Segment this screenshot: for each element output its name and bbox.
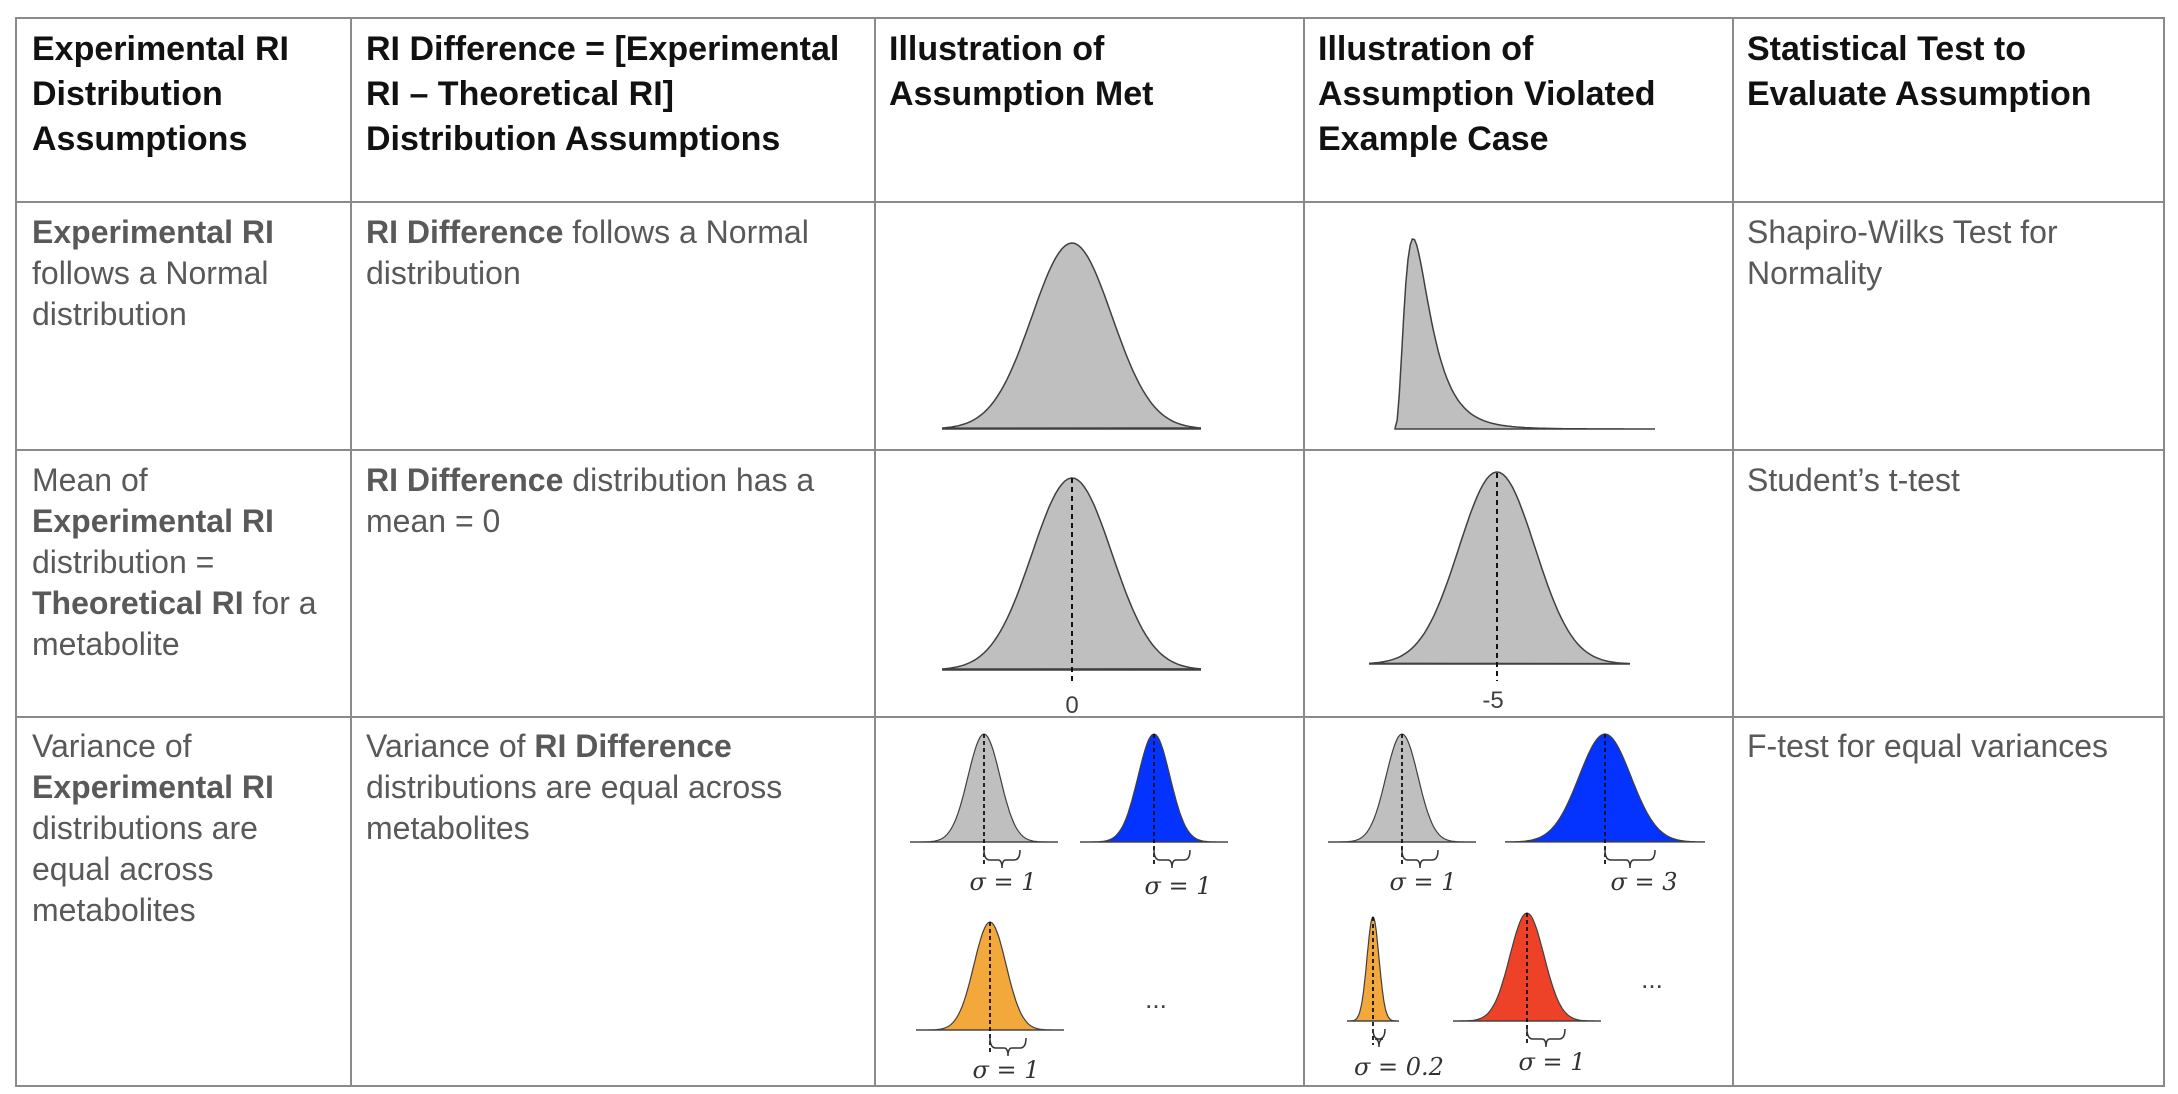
header-statistical-test: Statistical Test to Evaluate Assumption [1747, 30, 2092, 113]
ellipsis-violated: ... [1641, 964, 1663, 994]
col-divider-4 [1732, 17, 1734, 1087]
row2-met-illustration: 0 [941, 477, 1202, 716]
row-divider-2 [15, 449, 2165, 451]
row1-difference: RI Difference follows a Normal distribut… [366, 212, 861, 294]
sigma-label-met-1: σ = 1 [969, 868, 1036, 896]
col-divider-1 [350, 17, 352, 1087]
violated-curve-orange-02 [1347, 916, 1399, 1048]
row3-difference-bold-1: RI Difference [534, 728, 732, 764]
row2-assumption: Mean of Experimental RI distribution = T… [32, 460, 332, 665]
row-divider-3 [15, 716, 2165, 718]
violated-curve-blue-3 [1505, 733, 1705, 869]
row3-difference-text-2: distributions are equal across metabolit… [366, 769, 783, 846]
row1-violated-illustration [1394, 238, 1655, 430]
row-divider-1 [15, 201, 2165, 203]
violated-curve-red-1 [1453, 912, 1601, 1048]
mean-label-0: 0 [1065, 692, 1078, 716]
table-border-bottom [15, 1085, 2165, 1087]
row3-difference-text-1: Variance of [366, 728, 535, 764]
skewed-curve [1394, 238, 1655, 430]
row3-violated-illustration: σ = 1 σ = 3 σ = 0.2 σ = 1 ... [1328, 733, 1705, 1081]
row3-assumption-text-2: distributions are equal across metabolit… [32, 810, 258, 928]
row3-met-illustration: σ = 1 σ = 1 σ = 1 ... [910, 733, 1228, 1084]
row2-assumption-text-2: distribution = [32, 544, 215, 580]
row1-test: Shapiro-Wilks Test for Normality [1747, 214, 2058, 291]
mean-label-neg5: -5 [1482, 687, 1503, 714]
row1-assumption-text: follows a Normal distribution [32, 255, 269, 332]
row2-assumption-text-1: Mean of [32, 462, 148, 498]
row3-assumption: Variance of Experimental RI distribution… [32, 726, 332, 931]
row2-test: Student’s t-test [1747, 462, 1960, 498]
header-assumption-met: Illustration of Assumption Met [889, 30, 1154, 113]
normal-curve [941, 242, 1202, 429]
met-curve-orange-1 [916, 921, 1064, 1057]
row3-difference: Variance of RI Difference distributions … [366, 726, 861, 849]
header-ri-difference: RI Difference = [Experimental RI – Theor… [366, 30, 840, 158]
row3-test: F-test for equal variances [1747, 728, 2109, 764]
row2-difference-bold: RI Difference [366, 462, 564, 498]
row1-assumption: Experimental RI follows a Normal distrib… [32, 212, 332, 335]
row3-assumption-text-1: Variance of [32, 728, 192, 764]
ellipsis-met: ... [1145, 984, 1167, 1014]
table-border-right [2163, 17, 2165, 1087]
normal-curve-mean-0 [941, 477, 1202, 670]
row1-difference-text: follows a Normal distribution [366, 214, 809, 291]
row2-assumption-bold-2: Theoretical RI [32, 585, 244, 621]
sigma-label-violated-1: σ = 1 [1389, 868, 1456, 896]
met-curve-blue-1 [1080, 733, 1228, 869]
met-curve-gray-1 [910, 733, 1058, 869]
row3-assumption-bold-1: Experimental RI [32, 769, 274, 805]
table-border-left [15, 17, 17, 1087]
row2-difference-text: distribution has a mean = 0 [366, 462, 815, 539]
sigma-label-met-3: σ = 1 [972, 1056, 1039, 1084]
row2-assumption-bold-1: Experimental RI [32, 503, 274, 539]
normal-curve-mean-neg5 [1368, 471, 1631, 665]
row1-assumption-bold: Experimental RI [32, 214, 274, 250]
row2-assumption-text-3: for a metabolite [32, 585, 317, 662]
header-assumptions: Experimental RI Distribution Assumptions [32, 30, 289, 158]
header-assumption-violated: Illustration of Assumption Violated Exam… [1318, 30, 1656, 158]
violated-curve-gray-1 [1328, 733, 1476, 869]
row2-difference: RI Difference distribution has a mean = … [366, 460, 861, 542]
sigma-label-violated-2: σ = 3 [1610, 868, 1677, 896]
sigma-label-met-2: σ = 1 [1144, 872, 1211, 900]
sigma-label-violated-3: σ = 0.2 [1354, 1053, 1444, 1081]
row1-difference-bold: RI Difference [366, 214, 564, 250]
table-border-top [15, 17, 2165, 19]
col-divider-3 [1303, 17, 1305, 1087]
sigma-label-violated-4: σ = 1 [1518, 1048, 1585, 1076]
col-divider-2 [874, 17, 876, 1087]
row1-met-illustration [941, 242, 1202, 430]
row2-violated-illustration: -5 [1368, 471, 1631, 714]
